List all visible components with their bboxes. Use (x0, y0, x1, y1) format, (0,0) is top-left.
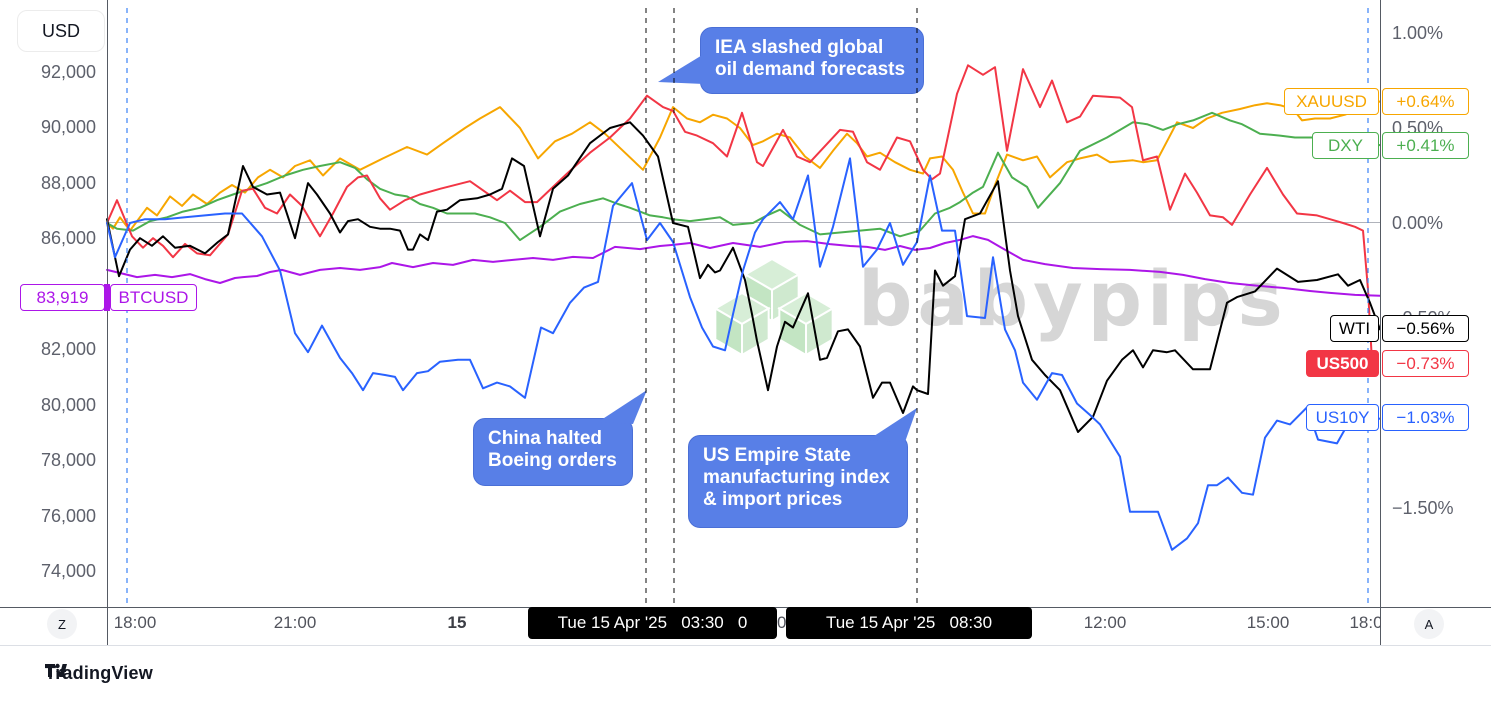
note-china-tail (598, 390, 647, 424)
percent-tick-1.00%: 1.00% (1392, 23, 1444, 43)
us500-change-value: −0.73% (1396, 353, 1455, 373)
time-tooltip-1: Tue 15 Apr '25 03:30 0 (528, 607, 777, 639)
chart-canvas[interactable]: babypips (0, 0, 1491, 648)
auto-scale-button[interactable]: A (1414, 609, 1444, 639)
btcusd-price-value: 83,919 (36, 287, 89, 307)
tradingview-icon (45, 663, 67, 677)
xauusd-change-value: +0.64% (1396, 91, 1455, 111)
dxy-symbol-text: DXY (1328, 135, 1363, 155)
wti-change-label[interactable]: −0.56% (1382, 315, 1469, 342)
babypips-watermark: babypips (713, 254, 1288, 357)
us10y-change-value: −1.03% (1396, 407, 1455, 427)
price-tick-80000: 80,000 (40, 394, 96, 415)
btcusd-symbol-label[interactable]: BTCUSD (110, 284, 197, 311)
time-tick-21:00: 21:00 (273, 613, 317, 632)
price-tick-86000: 86,000 (40, 228, 96, 248)
dxy-change-label[interactable]: +0.41% (1382, 132, 1469, 159)
tradingview-text: TradingView (45, 663, 153, 683)
note-empire-tail (868, 408, 917, 442)
time-tick-18:00: 18:00 (113, 613, 157, 632)
btcusd-symbol-text: BTCUSD (118, 287, 189, 307)
us500-symbol-label[interactable]: US500 (1306, 350, 1379, 377)
price-tick-90000: 90,000 (40, 117, 96, 137)
xauusd-symbol-text: XAUUSD (1296, 91, 1367, 111)
price-tick-88000: 88,000 (40, 172, 96, 193)
xauusd-symbol-label[interactable]: XAUUSD (1284, 88, 1379, 115)
us500-change-label[interactable]: −0.73% (1382, 350, 1469, 377)
dxy-change-value: +0.41% (1396, 135, 1455, 155)
price-tick-92000: 92,000 (40, 61, 96, 82)
price-unit-button[interactable]: USD (17, 10, 105, 52)
note-iea-tail (658, 54, 704, 84)
note-empire-state[interactable]: US Empire State manufacturing index & im… (688, 435, 908, 528)
btcusd-price-label[interactable]: 83,919 (20, 284, 105, 311)
percent-tick-0.00%: 0.00% (1392, 213, 1444, 233)
time-tooltip-2: Tue 15 Apr '25 08:30 (786, 607, 1032, 639)
us10y-symbol-text: US10Y (1315, 407, 1370, 427)
price-tick-78000: 78,000 (40, 450, 96, 470)
note-china-boeing[interactable]: China halted Boeing orders (473, 418, 633, 486)
us10y-line[interactable] (106, 157, 1381, 551)
btcusd-line[interactable] (106, 235, 1381, 297)
btcusd-axis-marker (104, 284, 110, 311)
hidden-time-label-fragment: 0 (777, 613, 787, 632)
percent-tick-−1.50%: −1.50% (1392, 498, 1454, 518)
us500-line[interactable] (106, 64, 1373, 363)
note-iea-oil-demand[interactable]: IEA slashed global oil demand forecasts (700, 27, 924, 94)
time-label-1800-clipped: 18:0 (1349, 613, 1381, 632)
us10y-symbol-label[interactable]: US10Y (1306, 404, 1379, 431)
dxy-symbol-label[interactable]: DXY (1312, 132, 1379, 159)
babypips-wordmark: babypips (858, 254, 1288, 343)
xauusd-change-label[interactable]: +0.64% (1382, 88, 1469, 115)
us10y-change-label[interactable]: −1.03% (1382, 404, 1469, 431)
wti-line[interactable] (106, 121, 1381, 433)
wti-symbol-label[interactable]: WTI (1330, 315, 1379, 342)
price-tick-82000: 82,000 (40, 339, 96, 359)
time-tick-15:00: 15:00 (1246, 613, 1290, 632)
wti-change-value: −0.56% (1396, 318, 1455, 338)
price-tick-74000: 74,000 (40, 561, 96, 581)
time-tick-12:00: 12:00 (1083, 613, 1127, 632)
series-lines (106, 64, 1381, 551)
wti-symbol-text: WTI (1338, 318, 1371, 338)
price-tick-76000: 76,000 (40, 505, 96, 526)
tradingview-logo[interactable]: TradingView (45, 663, 153, 684)
time-tick-15: 15 (447, 613, 467, 632)
us500-symbol-text: US500 (1316, 353, 1369, 373)
dxy-line[interactable] (106, 111, 1381, 242)
timezone-button[interactable]: Z (47, 609, 77, 639)
